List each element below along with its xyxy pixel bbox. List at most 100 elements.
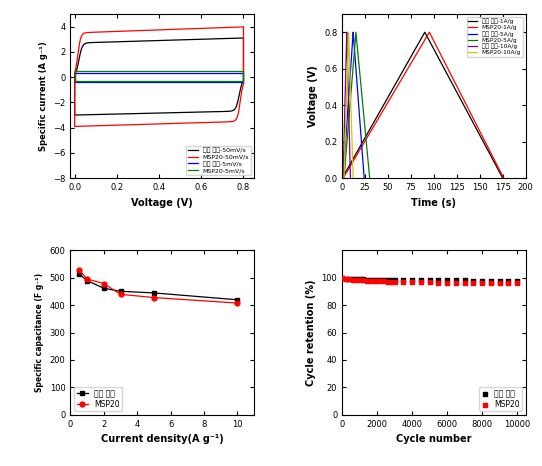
최종 소재-1A/g (372, 116, 379, 122)
Line: 최종 소재: 최종 소재 (76, 271, 240, 302)
MSP20 (356, 276, 364, 284)
MSP20 (387, 278, 396, 286)
X-axis label: Current density(A g⁻¹): Current density(A g⁻¹) (101, 434, 224, 444)
MSP20 (352, 276, 360, 283)
Line: MSP20-5mV/s: MSP20-5mV/s (75, 71, 243, 81)
Y-axis label: Specific current (A g⁻¹): Specific current (A g⁻¹) (38, 41, 48, 151)
MSP20 (338, 274, 346, 281)
최종 소재 (443, 277, 451, 284)
MSP20-5A/g (353, 29, 359, 35)
MSP20 (362, 277, 371, 284)
Line: 최종 소재-50mV/s: 최종 소재-50mV/s (75, 38, 243, 115)
Line: MSP20: MSP20 (76, 267, 240, 306)
MSP20-1A/g (488, 152, 495, 158)
최종 소재 (101, 286, 107, 291)
최종 소재-5A/g (361, 175, 367, 181)
최종 소재 (504, 277, 513, 285)
최종 소재-10A/g (340, 175, 346, 181)
MSP20 (234, 300, 241, 306)
최종 소재-50mV/s (140, 38, 146, 44)
최종 소재 (390, 276, 399, 284)
MSP20-10A/g (341, 175, 347, 181)
최종 소재-5mV/s (72, 70, 78, 76)
최종 소재 (380, 276, 389, 283)
MSP20-5mV/s (145, 78, 152, 83)
최종 소재 (369, 276, 378, 283)
최종 소재 (399, 276, 408, 284)
MSP20-5A/g (342, 162, 349, 167)
MSP20-10A/g (350, 175, 357, 181)
Y-axis label: Voltage (V): Voltage (V) (308, 65, 319, 127)
MSP20-50mV/s (145, 122, 152, 127)
최종 소재-50mV/s (240, 35, 247, 41)
최종 소재-5A/g (346, 88, 352, 93)
MSP20 (341, 275, 350, 283)
MSP20-5mV/s (240, 78, 247, 83)
최종 소재 (356, 275, 364, 283)
최종 소재 (352, 275, 360, 283)
최종 소재 (117, 288, 124, 294)
최종 소재-1A/g (467, 115, 474, 120)
Line: MSP20-5A/g: MSP20-5A/g (344, 32, 370, 178)
MSP20-1A/g (344, 169, 350, 174)
MSP20-5mV/s (110, 78, 117, 83)
Line: 최종 소재-5mV/s: 최종 소재-5mV/s (75, 73, 243, 82)
최종 소재-5A/g (356, 115, 363, 120)
MSP20-1A/g (392, 88, 398, 93)
최종 소재-5A/g (344, 116, 351, 122)
최종 소재-5mV/s (240, 79, 247, 84)
X-axis label: Cycle number: Cycle number (396, 434, 472, 444)
MSP20-5A/g (346, 116, 352, 122)
최종 소재-1A/g (422, 29, 428, 35)
최종 소재-10A/g (341, 116, 348, 122)
최종 소재-5mV/s (87, 79, 94, 84)
최종 소재-5A/g (340, 175, 346, 181)
MSP20 (425, 279, 434, 286)
MSP20-10A/g (341, 169, 347, 174)
MSP20-5mV/s (133, 78, 139, 83)
MSP20 (359, 277, 367, 284)
MSP20 (504, 280, 513, 287)
최종 소재-1A/g (500, 175, 506, 181)
최종 소재 (408, 276, 416, 284)
최종 소재 (151, 290, 157, 296)
Y-axis label: Cycle retention (%): Cycle retention (%) (306, 280, 316, 386)
최종 소재-10A/g (344, 29, 350, 35)
최종 소재 (362, 276, 371, 283)
MSP20-50mV/s (140, 27, 146, 33)
MSP20-5mV/s (140, 69, 146, 74)
MSP20 (486, 280, 495, 287)
MSP20-50mV/s (92, 29, 99, 35)
MSP20 (349, 276, 357, 283)
최종 소재-5mV/s (133, 79, 139, 84)
MSP20 (434, 279, 443, 286)
MSP20-1A/g (469, 115, 476, 120)
MSP20 (495, 280, 504, 287)
MSP20-5A/g (361, 115, 367, 120)
Line: MSP20-50mV/s: MSP20-50mV/s (75, 27, 243, 126)
X-axis label: Time (s): Time (s) (411, 198, 456, 208)
Line: 최종 소재-10A/g: 최종 소재-10A/g (343, 32, 351, 178)
MSP20-50mV/s (87, 123, 94, 129)
최종 소재-10A/g (340, 162, 347, 167)
최종 소재 (383, 276, 392, 284)
MSP20 (117, 292, 124, 297)
MSP20-1A/g (426, 29, 433, 35)
최종 소재 (84, 278, 91, 283)
MSP20 (376, 278, 385, 285)
최종 소재 (469, 277, 478, 284)
Line: 최종 소재-5A/g: 최종 소재-5A/g (343, 32, 364, 178)
최종 소재-10A/g (346, 152, 353, 158)
최종 소재 (376, 276, 385, 283)
MSP20-50mV/s (240, 24, 247, 30)
최종 소재 (478, 277, 486, 284)
MSP20-5mV/s (87, 78, 94, 83)
MSP20-5A/g (341, 175, 347, 181)
최종 소재 (425, 277, 434, 284)
최종 소재-1A/g (343, 169, 349, 174)
최종 소재-50mV/s (72, 72, 78, 77)
Legend: 최종 소재, MSP20: 최종 소재, MSP20 (74, 387, 122, 411)
MSP20 (373, 277, 382, 285)
최종 소재-5mV/s (72, 70, 78, 76)
최종 소재 (460, 277, 469, 284)
